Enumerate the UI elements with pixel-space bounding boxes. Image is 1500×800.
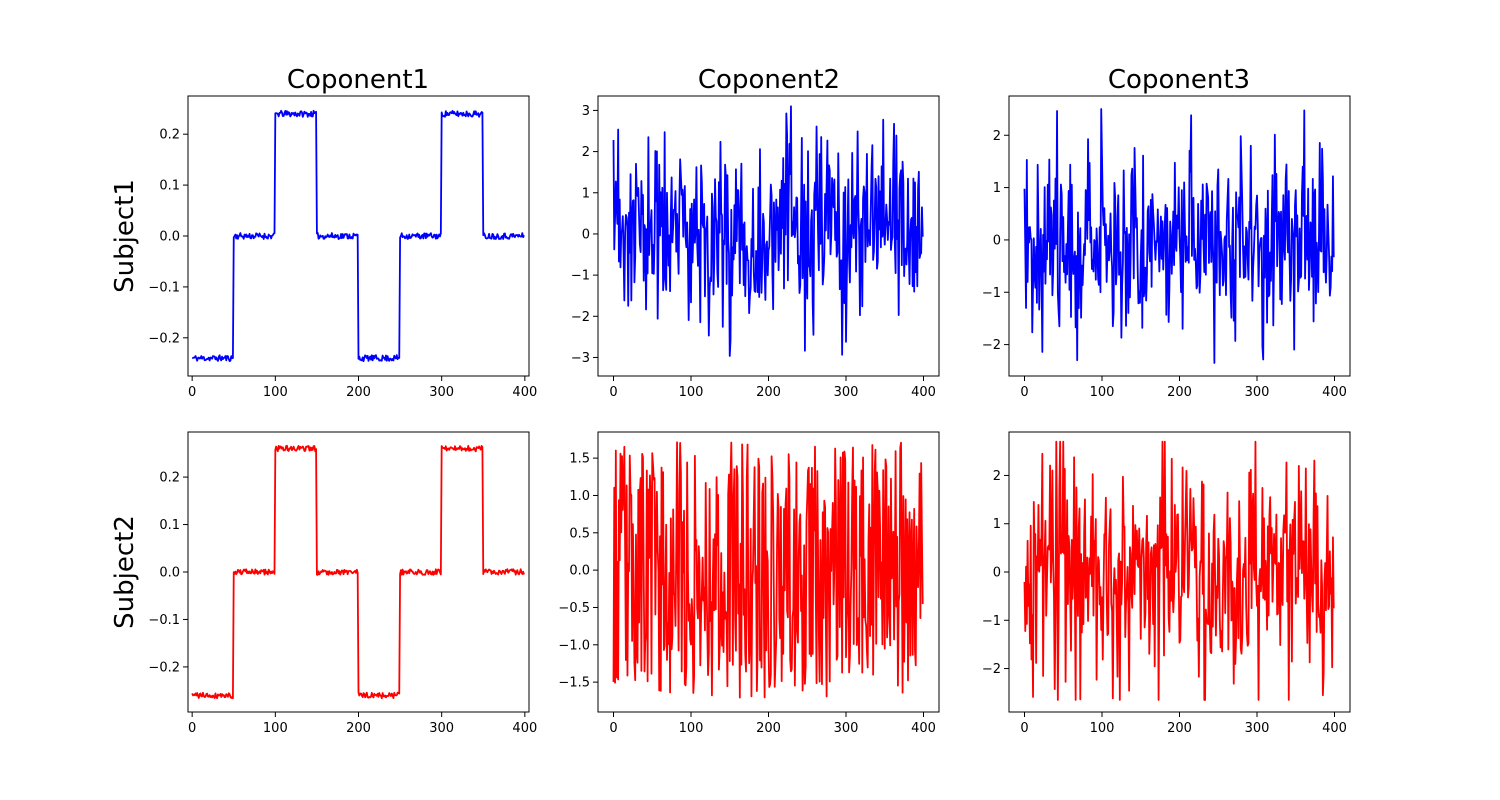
series-line [191,444,525,700]
y-tick-label: −1.0 [558,638,590,653]
series-line [612,105,924,357]
y-tick-label: −0.5 [558,601,590,616]
y-tick-label: 1 [582,186,590,201]
y-tick-label: −1 [982,286,1001,301]
y-tick-label: 2 [993,469,1001,484]
y-tick-label: −0.2 [148,331,180,346]
y-tick-label: −2 [982,662,1001,677]
x-tick-label: 0 [188,721,196,736]
y-tick-label: 0.0 [569,564,590,579]
x-tick-label: 0 [188,385,196,400]
x-tick-label: 100 [263,385,288,400]
series-line [1023,440,1335,701]
y-tick-label: 1.0 [569,489,590,504]
subplot-5: 0 100 200 300 400 −1.5 −1.0 −0.5 0.0 0.5 1.0 1.5 [558,431,940,736]
y-tick-label: 0.0 [159,230,180,245]
y-tick-label: 0.2 [159,128,180,143]
x-tick-label: 200 [1167,385,1192,400]
y-tick-label: 3 [582,104,590,119]
x-tick-label: 400 [911,385,936,400]
y-tick-label: −1 [571,269,590,284]
x-tick-label: 300 [834,385,859,400]
x-tick-label: 400 [1322,385,1347,400]
x-tick-label: 0 [1020,721,1028,736]
x-tick-label: 300 [429,385,454,400]
y-tick-label: −2 [982,338,1001,353]
series-line [1023,108,1335,364]
y-tick-label: −2 [571,310,590,325]
x-tick-label: 100 [679,385,704,400]
y-tick-label: 0.2 [159,471,180,486]
y-tick-label: 0 [993,233,1001,248]
subplot-grid: 0 100 200 300 400−0.2−0.10.00.10.20 100 200 300… [148,95,1351,736]
subplot-1: 0 100 200 300 400 −0.2 −0.1 0.0 0.1 0.2 [148,95,537,400]
y-tick-label: 0.5 [569,526,590,541]
y-tick-label: 0.0 [159,566,180,581]
row-label-2: Subject2 [110,515,140,629]
x-tick-label: 200 [1167,721,1192,736]
y-tick-label: 0 [582,227,590,242]
subplot-6: 0 100 200 300 400 −2 −1 0 1 2 [982,431,1351,736]
x-tick-label: 200 [756,721,781,736]
x-tick-label: 0 [609,385,617,400]
x-tick-label: 200 [756,385,781,400]
y-tick-label: 1 [993,517,1001,532]
subplot-2: 0 100 200 300 400 −3 −2 −1 0 1 2 3 [571,95,940,400]
x-tick-label: 0 [609,721,617,736]
x-tick-label: 100 [679,721,704,736]
column-title-3: Coponent3 [1108,65,1250,95]
x-tick-label: 200 [346,385,371,400]
y-tick-label: −1 [982,614,1001,629]
y-tick-label: 1.5 [569,452,590,467]
series-line [612,441,924,699]
x-tick-label: 200 [346,721,371,736]
y-tick-label: 0.1 [159,518,180,533]
y-tick-label: 0.1 [159,179,180,194]
y-tick-label: −1.5 [558,676,590,691]
x-tick-label: 400 [1322,721,1347,736]
x-tick-label: 300 [1245,385,1270,400]
x-tick-label: 300 [1245,721,1270,736]
x-tick-label: 100 [263,721,288,736]
column-title-1: Coponent1 [287,65,429,95]
subplot-3: 0 100 200 300 400 −2 −1 0 1 2 [982,95,1351,400]
x-tick-label: 400 [512,721,537,736]
x-tick-label: 100 [1090,721,1115,736]
x-tick-label: 100 [1090,385,1115,400]
x-tick-label: 0 [1020,385,1028,400]
y-tick-label: −0.1 [148,613,180,628]
x-tick-label: 400 [512,385,537,400]
y-tick-label: −0.2 [148,660,180,675]
row-label-1: Subject1 [110,179,140,293]
y-tick-label: 0 [993,566,1001,581]
x-tick-label: 400 [911,721,936,736]
y-tick-label: −3 [571,351,590,366]
subplot-4: 0 100 200 300 400 −0.2 −0.1 0.0 0.1 0.2 [148,431,537,736]
y-tick-label: −0.1 [148,280,180,295]
column-title-2: Coponent2 [698,65,840,95]
x-tick-label: 300 [834,721,859,736]
y-tick-label: 1 [993,181,1001,196]
y-tick-label: 2 [993,129,1001,144]
y-tick-label: 2 [582,145,590,160]
series-line [192,109,525,363]
x-tick-label: 300 [429,721,454,736]
